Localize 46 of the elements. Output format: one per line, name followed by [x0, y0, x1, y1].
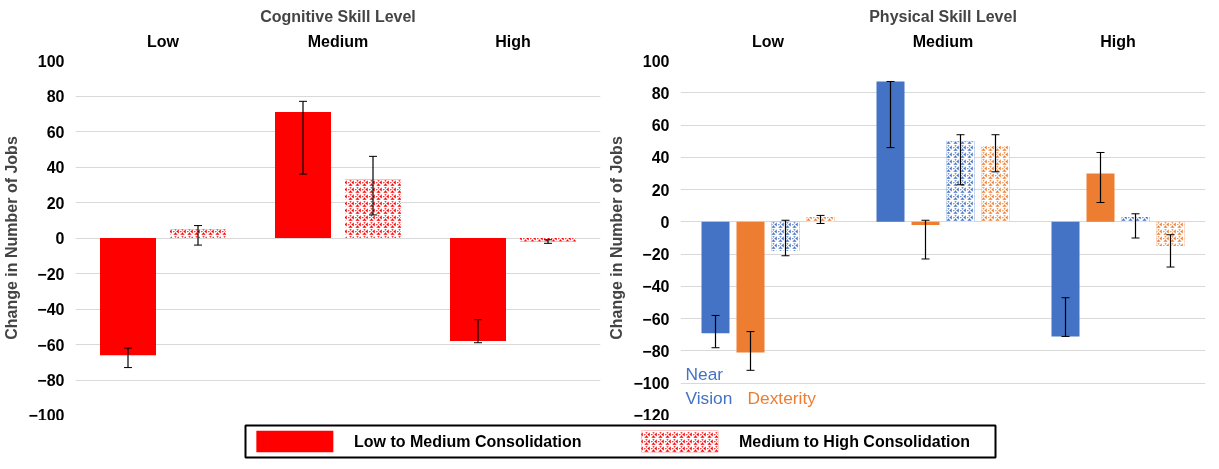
x-tick-label: Medium	[307, 32, 369, 50]
bar	[1051, 221, 1080, 337]
bar	[275, 111, 331, 238]
bar	[1086, 173, 1115, 222]
bar	[736, 221, 765, 353]
y-tick-label: 80	[46, 88, 65, 105]
x-tick-label: Low	[752, 32, 785, 50]
legend-label: Medium to High Consolidation	[738, 433, 971, 450]
y-tick-label: 100	[642, 52, 670, 70]
x-tick-label: Medium	[912, 32, 974, 50]
legend-label: Low to Medium Consolidation	[354, 433, 582, 450]
y-tick-label: −60	[37, 336, 65, 354]
bar	[100, 238, 156, 356]
bar	[876, 81, 905, 222]
y-tick-label: 60	[651, 117, 670, 135]
y-axis-title: Change in Number of Jobs	[608, 136, 626, 340]
y-tick-label: −20	[37, 265, 65, 283]
x-tick-label: Low	[147, 32, 180, 50]
y-tick-label: −20	[642, 246, 670, 264]
chart-title: Physical Skill Level	[869, 7, 1017, 25]
y-tick-label: −80	[642, 342, 670, 360]
y-tick-label: −100	[28, 406, 65, 424]
y-axis-title: Change in Number of Jobs	[3, 136, 21, 340]
annotation: Near Vision	[685, 363, 733, 408]
y-tick-label: −60	[642, 310, 670, 328]
y-tick-label: 100	[37, 52, 65, 70]
y-tick-label: −120	[633, 406, 670, 424]
y-tick-label: 20	[651, 181, 670, 199]
bar	[450, 238, 506, 341]
bar	[911, 221, 940, 226]
y-tick-label: −100	[633, 375, 670, 393]
y-tick-label: 40	[46, 159, 65, 176]
y-tick-label: 80	[651, 84, 670, 102]
annotation: Dexterity	[747, 387, 817, 408]
bar	[701, 221, 730, 334]
y-tick-label: 20	[46, 194, 65, 212]
y-tick-label: −40	[37, 301, 65, 318]
x-tick-label: High	[495, 32, 531, 50]
y-tick-label: 0	[660, 213, 670, 231]
x-tick-label: High	[1100, 32, 1136, 50]
y-tick-label: 60	[46, 123, 65, 141]
y-tick-label: −80	[37, 372, 65, 389]
y-tick-label: 0	[55, 230, 65, 247]
chart-title: Cognitive Skill Level	[260, 7, 416, 25]
y-tick-label: 40	[651, 149, 670, 167]
y-tick-label: −40	[642, 278, 670, 296]
